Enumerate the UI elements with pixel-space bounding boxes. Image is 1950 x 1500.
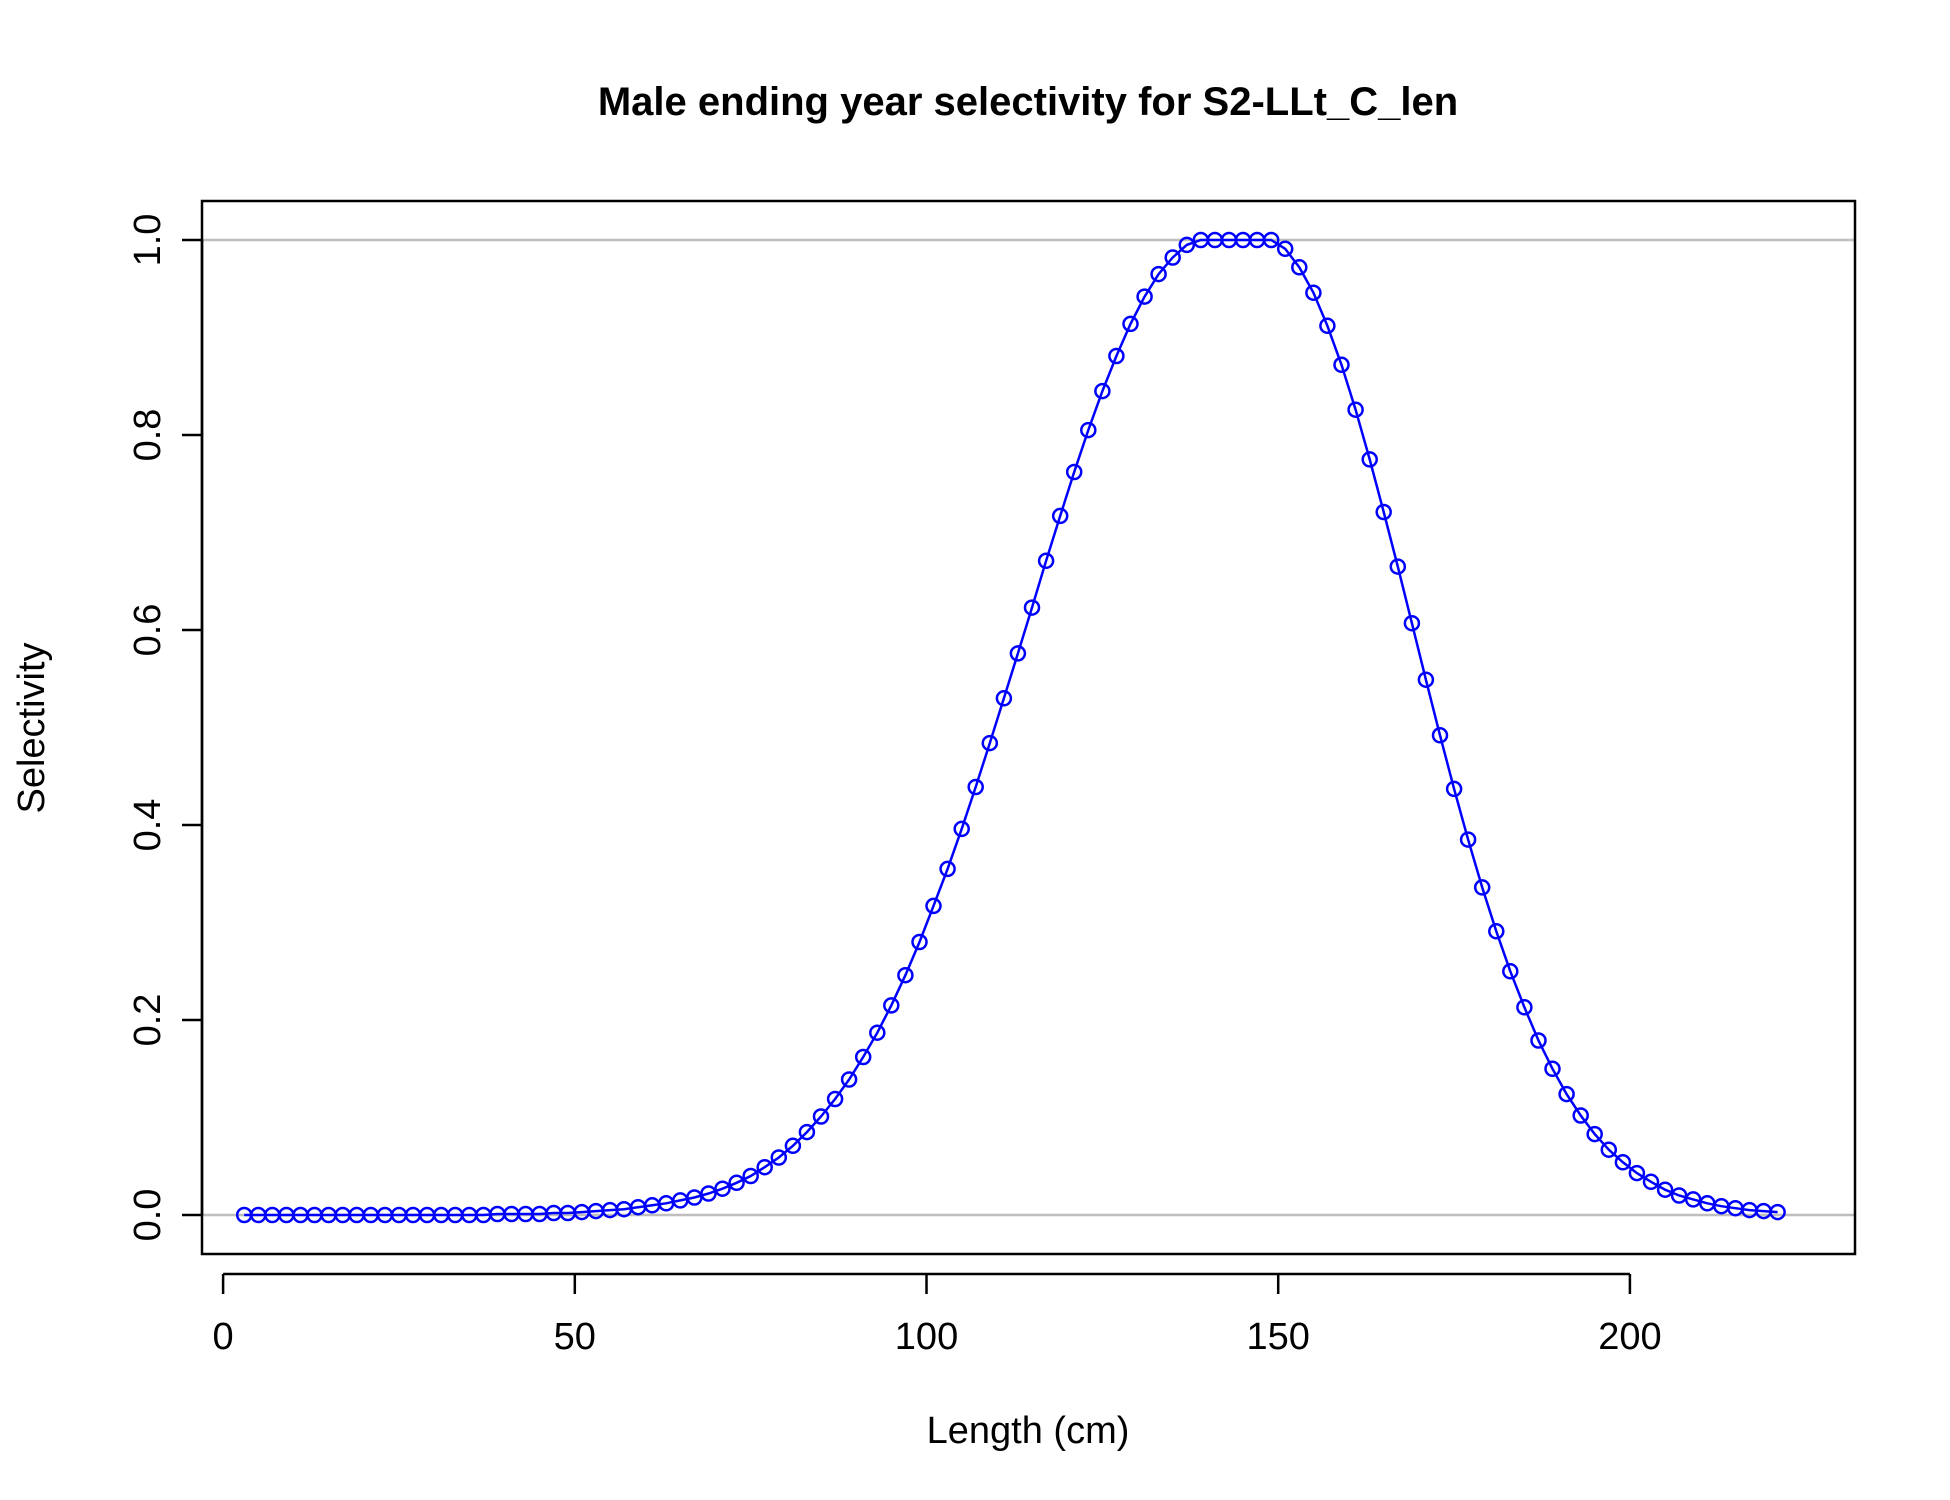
x-tick-label: 0 [213, 1316, 234, 1358]
data-point [1473, 879, 1491, 896]
x-axis: 0 50 100 150 200 [213, 1272, 1662, 1358]
series-layer [235, 231, 1786, 1224]
x-tick-label: 150 [1247, 1316, 1310, 1358]
data-point [869, 1024, 886, 1041]
data-point [1009, 645, 1027, 662]
data-point [1333, 356, 1350, 374]
data-point [1544, 1060, 1561, 1078]
plot-frame [200, 199, 1857, 1256]
data-point [1037, 552, 1055, 570]
data-point [1516, 999, 1533, 1016]
y-tick-label: 1.0 [127, 214, 169, 267]
data-point [700, 1185, 717, 1202]
y-tick-label: 0.8 [127, 409, 169, 462]
data-point [1164, 249, 1181, 266]
data-point [1065, 463, 1083, 481]
chart-title: Male ending year selectivity for S2-LLt_… [598, 80, 1458, 124]
data-point [1051, 507, 1069, 525]
y-axis-title: Selectivity [11, 642, 53, 813]
data-point [1178, 236, 1196, 254]
data-point [1600, 1141, 1618, 1158]
x-tick-label: 100 [895, 1316, 958, 1358]
reference-lines [202, 238, 1855, 1217]
data-point [981, 734, 999, 752]
series-line [244, 238, 1778, 1217]
data-point [1417, 671, 1435, 688]
data-point [812, 1108, 830, 1125]
data-point [1488, 923, 1505, 940]
data-point [1375, 503, 1392, 521]
data-point [1403, 614, 1421, 632]
data-point [953, 820, 970, 838]
data-point [1628, 1164, 1646, 1182]
data-point [1347, 401, 1364, 418]
data-point [1023, 599, 1041, 616]
data-point [1572, 1107, 1589, 1124]
y-tick-label: 0.6 [127, 604, 169, 657]
data-point [1445, 780, 1463, 798]
data-point [1122, 315, 1139, 333]
y-axis: 0.0 0.2 0.4 0.6 0.8 1.0 [127, 214, 204, 1242]
data-point [840, 1071, 858, 1088]
data-point [784, 1137, 802, 1155]
data-point [1502, 963, 1519, 980]
data-point [1150, 265, 1167, 283]
data-point [1558, 1085, 1575, 1103]
data-point [1530, 1032, 1547, 1049]
data-point [728, 1174, 745, 1192]
data-point [1108, 347, 1125, 365]
data-point [714, 1180, 731, 1197]
data-point [939, 860, 956, 878]
y-tick-label: 0.2 [127, 994, 169, 1047]
data-point [1080, 421, 1097, 439]
data-point [1136, 288, 1153, 305]
data-point [756, 1158, 773, 1176]
y-tick-label: 0.4 [127, 799, 169, 852]
data-point [1586, 1125, 1603, 1143]
data-point [770, 1149, 788, 1166]
data-point [1642, 1173, 1660, 1191]
data-point [1769, 1203, 1786, 1221]
data-point [1614, 1154, 1632, 1171]
x-tick-label: 200 [1598, 1316, 1661, 1358]
data-point [925, 897, 942, 915]
data-point [1459, 831, 1477, 848]
data-point [1389, 558, 1407, 575]
data-point [911, 933, 928, 951]
data-point [1319, 317, 1336, 335]
data-point [967, 778, 984, 796]
data-point [1361, 451, 1378, 468]
data-point [1276, 240, 1294, 258]
data-point [1262, 231, 1280, 249]
x-tick-label: 50 [554, 1316, 596, 1358]
data-point [995, 690, 1013, 707]
data-point [742, 1167, 759, 1185]
data-point [1291, 259, 1308, 276]
data-point [897, 966, 914, 984]
data-point [883, 997, 900, 1014]
data-point [1656, 1181, 1674, 1198]
data-point [1431, 727, 1449, 744]
data-point [1094, 382, 1111, 400]
x-axis-title: Length (cm) [927, 1410, 1130, 1452]
data-point [854, 1048, 872, 1066]
data-point [1305, 284, 1322, 301]
y-tick-label: 0.0 [127, 1189, 169, 1242]
data-point [826, 1090, 844, 1108]
data-point [798, 1123, 816, 1141]
